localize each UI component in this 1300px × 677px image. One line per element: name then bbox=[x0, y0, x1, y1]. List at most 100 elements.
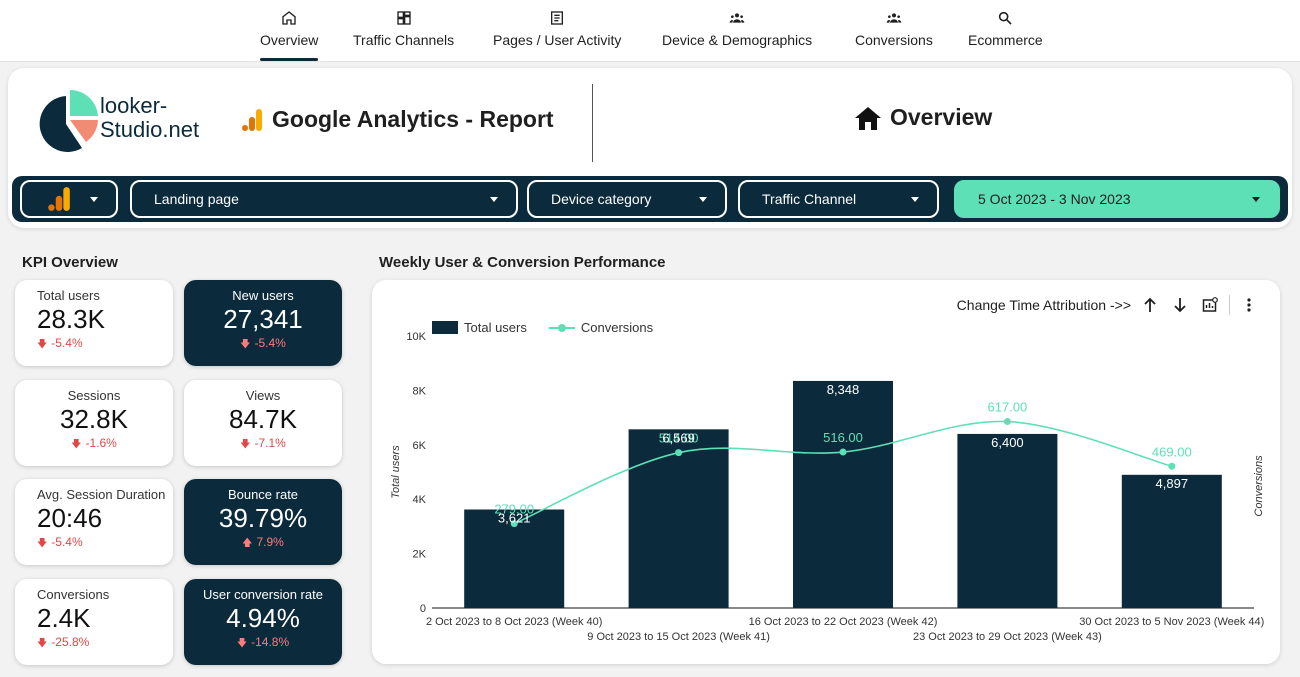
kpi-value: 84.7K bbox=[229, 404, 297, 434]
tab-overview[interactable]: Overview bbox=[260, 10, 319, 62]
conversions-point bbox=[675, 449, 683, 457]
conversions-point bbox=[1168, 462, 1176, 470]
kpi-card-new-users[interactable]: New users 27,341 🡇 -5.4% bbox=[184, 280, 342, 366]
arrow-down-icon[interactable] bbox=[1169, 294, 1191, 316]
top-navigation: Overview Traffic Channels Pages / User A… bbox=[0, 0, 1300, 62]
page-title: Overview bbox=[890, 104, 993, 130]
legend-label-total-users: Total users bbox=[464, 320, 527, 335]
device-category-filter[interactable]: Device category bbox=[527, 180, 727, 218]
legend-swatch-total-users bbox=[432, 321, 458, 334]
kpi-label: Conversions bbox=[37, 587, 110, 602]
dashboard-icon bbox=[396, 11, 411, 25]
page-title-group: Overview bbox=[854, 104, 992, 131]
change-time-attribution-label[interactable]: Change Time Attribution ->> bbox=[956, 297, 1131, 313]
kpi-label: Total users bbox=[37, 288, 100, 303]
kpi-value: 39.79% bbox=[218, 503, 308, 533]
chart-settings-icon[interactable] bbox=[1199, 294, 1221, 316]
kpi-card-total-users[interactable]: Total users 28.3K 🡇 -5.4% bbox=[15, 280, 173, 366]
kpi-section-title: KPI Overview bbox=[22, 254, 118, 271]
y-tick-label: 10K bbox=[406, 331, 426, 343]
y-axis-title: Total users bbox=[390, 445, 402, 499]
brand-name: looker- Studio.net bbox=[100, 93, 200, 142]
bar-total-users bbox=[957, 433, 1058, 608]
kpi-label: User conversion rate bbox=[203, 587, 323, 602]
tab-label: Overview bbox=[260, 32, 319, 48]
arrow-down-icon: 🡇 bbox=[71, 439, 82, 450]
bar-data-label: 4,897 bbox=[1156, 476, 1189, 491]
tab-conversions[interactable]: Conversions bbox=[855, 10, 933, 62]
y-tick-label: 4K bbox=[413, 494, 427, 506]
bar-total-users bbox=[1121, 474, 1222, 608]
google-analytics-icon bbox=[48, 187, 70, 211]
kpi-label: Avg. Session Duration bbox=[37, 487, 166, 502]
conversions-data-label: 617.00 bbox=[988, 400, 1028, 415]
arrow-up-icon[interactable] bbox=[1139, 294, 1161, 316]
kpi-card-sessions[interactable]: Sessions 32.8K 🡇 -1.6% bbox=[15, 380, 173, 466]
people-icon bbox=[886, 13, 902, 23]
report-title: Google Analytics - Report bbox=[272, 106, 554, 132]
tab-label: Device & Demographics bbox=[662, 32, 813, 48]
toolbar-divider bbox=[1229, 295, 1230, 315]
chevron-down-icon bbox=[1252, 197, 1260, 202]
legend-swatch-conversions bbox=[548, 323, 575, 332]
arrow-down-icon: 🡇 bbox=[240, 439, 251, 450]
kpi-card-views[interactable]: Views 84.7K 🡇 -7.1% bbox=[184, 380, 342, 466]
filter-bar: Landing page Device category Traffic Cha… bbox=[12, 176, 1288, 222]
home-icon bbox=[855, 106, 881, 130]
conversions-point bbox=[1003, 418, 1011, 426]
combo-chart: 0 2K 4K 6K 8K 10K Total users Conversions 279.00… bbox=[390, 331, 1265, 643]
looker-studio-logo[interactable]: looker- Studio.net bbox=[36, 88, 226, 154]
x-category-label: 16 Oct 2023 to 22 Oct 2023 (Week 42) bbox=[749, 616, 938, 628]
tab-label: Traffic Channels bbox=[353, 32, 455, 48]
kpi-value: 20:46 bbox=[37, 503, 103, 533]
landing-page-filter[interactable]: Landing page bbox=[130, 180, 518, 218]
kpi-delta: 🡇 -14.8% bbox=[236, 635, 290, 649]
kpi-card-bounce-rate[interactable]: Bounce rate 39.79% 🡅 7.9% bbox=[184, 479, 342, 565]
y2-axis-title: Conversions bbox=[1253, 455, 1265, 517]
bar-total-users bbox=[628, 429, 729, 608]
legend-label-conversions: Conversions bbox=[580, 320, 654, 335]
tab-label: Conversions bbox=[855, 32, 933, 48]
document-icon bbox=[551, 11, 564, 25]
chart-section-title: Weekly User & Conversion Performance bbox=[379, 254, 666, 271]
kpi-card-avg-session-duration[interactable]: Avg. Session Duration 20:46 🡇 -5.4% bbox=[15, 479, 173, 565]
chevron-down-icon bbox=[490, 197, 498, 202]
kpi-value: 28.3K bbox=[37, 304, 105, 334]
property-selector[interactable] bbox=[20, 180, 118, 218]
x-category-label: 23 Oct 2023 to 29 Oct 2023 (Week 43) bbox=[913, 631, 1102, 643]
kpi-card-conversions[interactable]: Conversions 2.4K 🡇 -25.8% bbox=[15, 579, 173, 665]
bar-data-label: 8,348 bbox=[827, 382, 860, 397]
arrow-down-icon: 🡇 bbox=[37, 538, 48, 549]
conversions-data-label: 516.00 bbox=[823, 430, 863, 445]
y-tick-label: 0 bbox=[420, 603, 426, 615]
conversions-point bbox=[510, 520, 518, 528]
arrow-up-icon: 🡅 bbox=[242, 538, 253, 549]
google-analytics-icon bbox=[242, 109, 262, 131]
y-tick-label: 8K bbox=[413, 385, 427, 397]
arrow-down-icon: 🡇 bbox=[240, 339, 251, 350]
tab-device-demographics[interactable]: Device & Demographics bbox=[662, 10, 812, 62]
tab-ecommerce[interactable]: Ecommerce bbox=[968, 10, 1043, 62]
tab-pages-user-activity[interactable]: Pages / User Activity bbox=[493, 10, 621, 62]
search-icon bbox=[999, 11, 1012, 25]
kpi-value: 32.8K bbox=[60, 404, 128, 434]
conversions-data-label: 514.00 bbox=[659, 431, 699, 446]
chevron-down-icon bbox=[90, 197, 98, 202]
conversions-data-label: 279.00 bbox=[494, 502, 534, 517]
chart-toolbar: Change Time Attribution ->> bbox=[957, 294, 1260, 316]
kpi-delta: 🡇 -7.1% bbox=[240, 436, 286, 450]
tab-label: Ecommerce bbox=[968, 32, 1043, 48]
date-range-picker[interactable]: 5 Oct 2023 - 3 Nov 2023 bbox=[954, 180, 1280, 218]
kpi-card-user-conversion-rate[interactable]: User conversion rate 4.94% 🡇 -14.8% bbox=[184, 579, 342, 665]
home-icon bbox=[282, 11, 296, 25]
tab-traffic-channels[interactable]: Traffic Channels bbox=[353, 10, 454, 62]
kpi-value: 2.4K bbox=[37, 603, 91, 633]
bar-data-label: 6,400 bbox=[991, 435, 1024, 450]
traffic-channel-filter[interactable]: Traffic Channel bbox=[738, 180, 939, 218]
kpi-delta: 🡇 -1.6% bbox=[71, 436, 117, 450]
more-vertical-icon[interactable] bbox=[1238, 294, 1260, 316]
kpi-value: 27,341 bbox=[223, 304, 303, 334]
arrow-down-icon: 🡇 bbox=[37, 339, 48, 350]
pie-logo-icon bbox=[39, 89, 98, 152]
kpi-delta: 🡇 -5.4% bbox=[240, 336, 286, 350]
